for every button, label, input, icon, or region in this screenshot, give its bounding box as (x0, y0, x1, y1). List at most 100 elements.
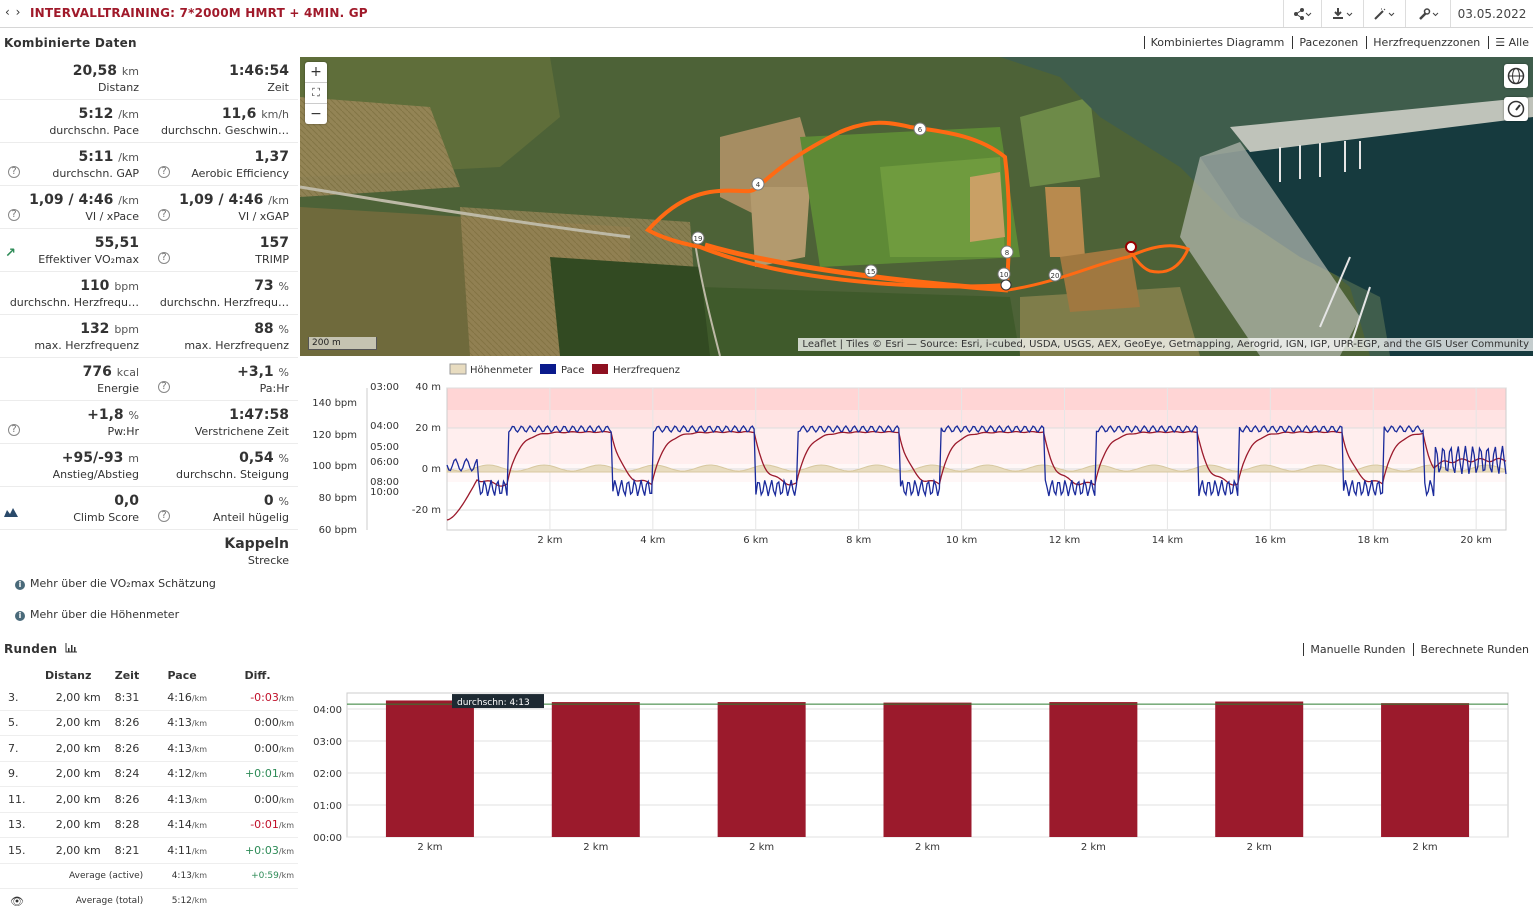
mountain-chart-icon[interactable] (4, 507, 18, 517)
legend-elevation[interactable]: Höhenmeter (470, 365, 533, 376)
table-row[interactable]: 11. 2,00 km 8:26 4:13/km 0:00/km (0, 786, 298, 813)
stat-value: 1,09 / 4:46 /km (29, 192, 139, 208)
table-row[interactable]: 9. 2,00 km 8:24 4:12/km +0:01/km (0, 761, 298, 787)
x-tick: 2 km (1413, 842, 1438, 853)
col-header-pace[interactable]: Pace (167, 668, 197, 682)
table-row[interactable]: 3. 2,00 km 8:31 4:16/km -0:03/km (0, 685, 298, 711)
settings-button[interactable] (1405, 0, 1452, 27)
zoom-in-button[interactable]: + (305, 62, 327, 83)
zoom-out-button[interactable]: − (310, 106, 322, 122)
vo2max-info-link[interactable]: i Mehr über die VO₂max Schätzung (15, 577, 216, 590)
lap-bar[interactable] (883, 702, 972, 837)
activity-date: 03.05.2022 (1450, 0, 1533, 27)
help-icon[interactable]: ? (8, 209, 20, 221)
elevation-info-link[interactable]: i Mehr über die Höhenmeter (15, 608, 179, 621)
share-button[interactable] (1283, 0, 1322, 27)
stat-value: 11,6 km/h (221, 106, 289, 122)
tab-computed-laps[interactable]: Berechnete Runden (1413, 643, 1529, 656)
lap-pace: 4:12/km (147, 761, 218, 787)
help-icon[interactable]: ? (158, 252, 170, 264)
help-icon[interactable]: ? (158, 209, 170, 221)
lap-diff: 0:00/km (217, 786, 298, 813)
lap-bar[interactable] (1381, 703, 1470, 837)
legend-swatch-hr (592, 364, 608, 374)
magic-tools-button[interactable] (1363, 0, 1406, 27)
stat-row: 20,58 km Distanz 1:46:54 Zeit (0, 57, 298, 100)
lap-bar[interactable] (551, 702, 640, 837)
legend-hr[interactable]: Herzfrequenz (613, 365, 680, 376)
tab-pace-zones[interactable]: Pacezonen (1292, 36, 1358, 49)
help-icon[interactable]: ? (158, 510, 170, 522)
legend-pace[interactable]: Pace (561, 365, 584, 376)
table-row[interactable]: 15. 2,00 km 8:21 4:11/km +0:03/km (0, 837, 298, 864)
combined-chart[interactable]: Höhenmeter Pace Herzfrequenz 140 bpm 120… (300, 360, 1533, 550)
table-row[interactable]: 5. 2,00 km 8:26 4:13/km 0:00/km (0, 710, 298, 736)
lap-diff: +0:01/km (217, 761, 298, 787)
table-row[interactable]: 7. 2,00 km 8:26 4:13/km 0:00/km (0, 735, 298, 762)
avg-active-pace: 4:13/km (147, 862, 218, 889)
tab-hr-zones[interactable]: Herzfrequenzzonen (1366, 36, 1480, 49)
average-active-row: Average (active) 4:13/km +0:59/km (0, 862, 298, 889)
stat-value: 1:46:54 (229, 63, 289, 79)
lap-pace: 4:11/km (147, 837, 218, 864)
lap-distance: 2,00 km (29, 812, 107, 838)
stat-cell: 132 bpm max. Herzfrequenz (0, 315, 145, 357)
stat-label: durchschn. Geschwin… (160, 124, 289, 137)
section-title: Kombinierte Daten (4, 36, 137, 50)
stat-cell: 1:47:58 Verstrichene Zeit (150, 401, 295, 443)
lap-bar[interactable] (385, 700, 474, 837)
col-header-diff[interactable]: Diff. (244, 668, 271, 682)
zoom-controls: + ⛶ − (305, 62, 327, 124)
info-icon: i (15, 611, 25, 621)
chart-icon[interactable] (65, 643, 77, 653)
download-icon (1333, 7, 1353, 19)
tab-combined-chart[interactable]: Kombiniertes Diagramm (1143, 36, 1284, 49)
stat-cell: 1:46:54 Zeit (150, 57, 295, 99)
stat-value: 5:12 /km (78, 106, 140, 122)
fullscreen-button[interactable]: ⛶ (305, 83, 327, 104)
lap-time: 8:21 (106, 837, 148, 864)
help-icon[interactable]: ? (8, 424, 20, 436)
satellite-map: 4 6 8 10 15 19 20 (300, 57, 1533, 356)
route-map[interactable]: 4 6 8 10 15 19 20 + ⛶ − 200 m Leaflet | … (300, 57, 1533, 356)
tab-manual-laps[interactable]: Manuelle Runden (1303, 643, 1405, 656)
avg-total-pace: 5:12/km (171, 896, 208, 907)
avg-total-label: Average (total) (75, 896, 144, 907)
stat-cell: 1,09 / 4:46 /km VI / xPace? (0, 186, 145, 228)
lap-pace: 4:13/km (147, 735, 218, 762)
x-tick: 8 km (846, 535, 871, 546)
map-scale: 200 m (308, 337, 377, 350)
magic-wand-icon (1374, 8, 1395, 20)
help-icon[interactable]: ? (158, 166, 170, 178)
stat-cell: 88 % max. Herzfrequenz (150, 315, 295, 357)
laps-bar-chart[interactable]: 04:00 03:00 02:00 01:00 00:00 2 km 2 km 2 km 2 k… (300, 685, 1533, 855)
avg-active-label: Average (active) (0, 862, 148, 889)
elevation-tick: -20 m (412, 505, 441, 516)
col-header-time[interactable]: Zeit (114, 668, 140, 682)
help-icon[interactable]: ? (158, 381, 170, 393)
lap-bar[interactable] (1215, 701, 1304, 837)
lap-diff: 0:00/km (217, 735, 298, 762)
lap-bar[interactable] (1049, 702, 1138, 837)
map-speed-button[interactable] (1504, 97, 1528, 121)
map-layers-button[interactable] (1504, 64, 1528, 88)
table-row[interactable]: 13. 2,00 km 8:28 4:14/km -0:01/km (0, 812, 298, 838)
stat-cell: 20,58 km Distanz (0, 57, 145, 99)
lap-pace: 4:16/km (147, 685, 218, 711)
download-button[interactable] (1321, 0, 1364, 27)
map-attribution: Leaflet | Tiles © Esri — Source: Esri, i… (798, 338, 1533, 351)
stat-value: 20,58 km (72, 63, 139, 79)
lap-bar[interactable] (717, 702, 806, 837)
lap-distance: 2,00 km (29, 837, 107, 864)
stat-cell: 0,54 % durchschn. Steigung (150, 444, 295, 486)
col-header-distance[interactable]: Distanz (45, 668, 92, 682)
lap-diff: -0:01/km (217, 812, 298, 838)
tab-all[interactable]: ☰ Alle (1488, 36, 1529, 49)
y-tick: 02:00 (313, 769, 342, 780)
prev-next-nav[interactable]: ‹ › (5, 5, 22, 19)
laps-table: Distanz Zeit Pace Diff. 3. 2,00 km 8:31 4:1… (0, 665, 298, 914)
eye-icon[interactable]: 👁 (10, 894, 24, 908)
help-icon[interactable]: ? (8, 166, 20, 178)
stat-cell: 1,09 / 4:46 /km VI / xGAP? (150, 186, 295, 228)
x-tick: 2 km (583, 842, 608, 853)
